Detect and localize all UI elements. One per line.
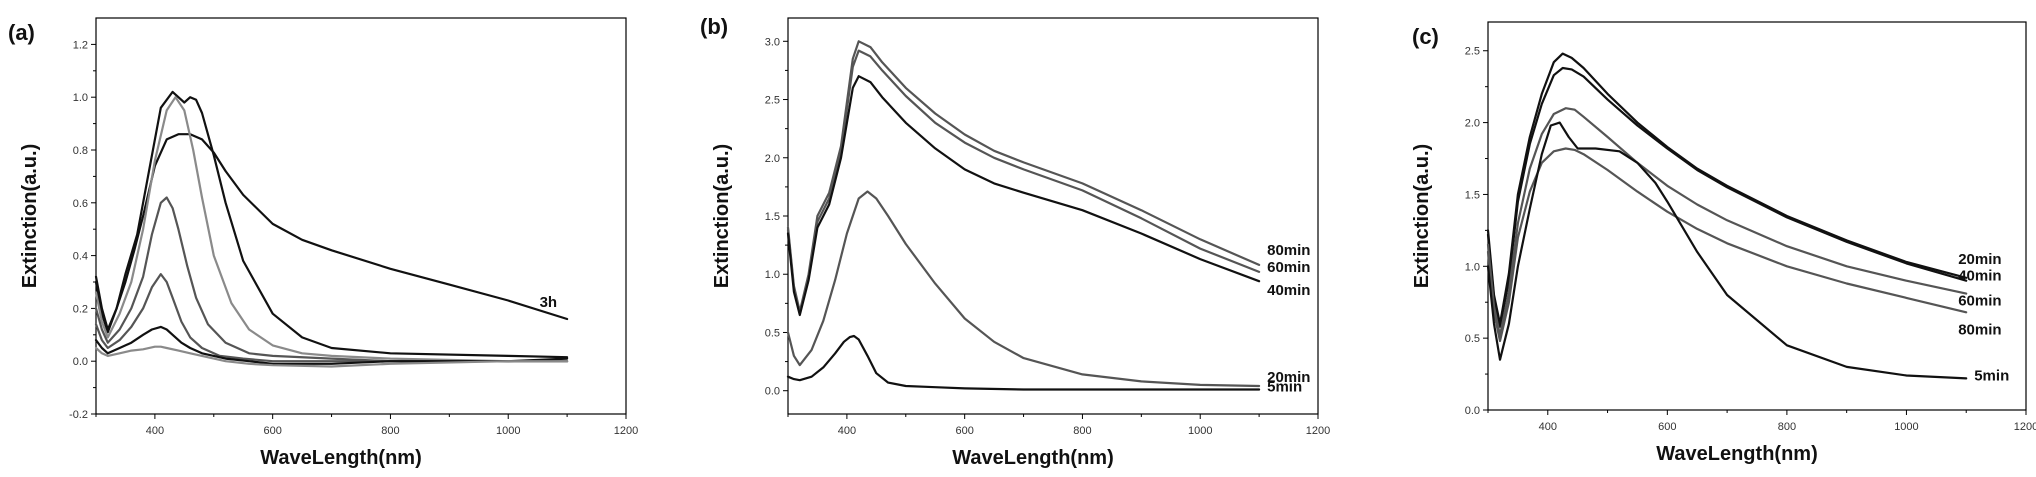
x-tick-label: 600 [955, 425, 973, 437]
series-line-6 [94, 345, 569, 368]
x-tick-label: 400 [1539, 421, 1557, 433]
x-tick-label: 1000 [1188, 425, 1212, 437]
x-tick-label: 600 [263, 425, 281, 437]
series-line-40min [1486, 66, 1968, 328]
series-line-60min [1486, 107, 1968, 337]
y-tick-label: 3.0 [765, 36, 780, 48]
series-label-3h: 3h [540, 294, 558, 311]
y-tick-label: 1.0 [765, 269, 780, 281]
panel-label: (a) [8, 20, 35, 45]
x-tick-label: 400 [146, 425, 164, 437]
y-tick-label: 2.5 [765, 95, 780, 107]
plot-frame [1487, 21, 2027, 411]
series-line-2 [94, 96, 569, 363]
y-axis-title: Extinction(a.u.) [1411, 144, 1433, 288]
y-tick-label: 0.0 [765, 386, 780, 398]
series-label-80min: 80min [1267, 242, 1310, 259]
series-label-60min: 60min [1267, 259, 1310, 276]
series-line-3 [94, 196, 569, 363]
y-tick-label: 0.5 [1465, 333, 1480, 345]
x-tick-label: 800 [381, 425, 399, 437]
y-tick-label: 1.5 [765, 211, 780, 223]
y-tick-label: 0.8 [73, 145, 88, 157]
series-line-20min [1486, 52, 1968, 325]
y-tick-label: 0.0 [73, 356, 88, 368]
panel-c: 400 600 800 1000 1200 0.0 0.5 1.0 1.5 2.0 2.5 WaveL… [1411, 21, 2036, 465]
y-tick-label: 2.0 [1465, 118, 1480, 130]
series-line-3h [94, 133, 569, 331]
panel-label: (c) [1412, 24, 1439, 49]
y-tick-label: 2.5 [1465, 46, 1480, 58]
series-label-40min: 40min [1958, 268, 2001, 285]
series-line-80min [786, 40, 1261, 313]
x-tick-label: 800 [1073, 425, 1091, 437]
series-line-60min [786, 49, 1261, 314]
series-line-40min [786, 75, 1261, 317]
series-line-5 [94, 325, 569, 365]
x-tick-label: 400 [838, 425, 856, 437]
x-tick-label: 600 [1658, 421, 1676, 433]
panel-b: 400 600 800 1000 1200 0.0 0.5 1.0 1.5 2.0 2.5 3.0 Wa… [700, 14, 1330, 469]
series-line-1 [94, 90, 569, 359]
x-tick-label: 1000 [1894, 421, 1918, 433]
panel-a: 400 600 800 1000 1200 -0.2 0.0 0.2 0.4 0.6 0.8 1.0 1… [8, 17, 638, 469]
y-tick-label: 1.0 [73, 92, 88, 104]
y-tick-label: -0.2 [69, 409, 88, 421]
y-tick-label: 1.2 [73, 39, 88, 51]
x-axis-title: WaveLength(nm) [260, 447, 421, 469]
y-tick-label: 0.6 [73, 198, 88, 210]
x-tick-label: 1200 [1306, 425, 1330, 437]
series-label-5min: 5min [1974, 367, 2009, 384]
series-line-4 [94, 273, 569, 363]
y-axis-title: Extinction(a.u.) [711, 144, 733, 288]
series-label-80min: 80min [1958, 321, 2001, 338]
series-line-5min [786, 334, 1261, 391]
series-line-5min [1486, 121, 1968, 380]
x-axis-title: WaveLength(nm) [952, 447, 1113, 469]
y-tick-label: 1.0 [1465, 261, 1480, 273]
y-tick-label: 0.5 [765, 327, 780, 339]
series-label-60min: 60min [1958, 293, 2001, 310]
series-label-20min: 20min [1958, 251, 2001, 268]
series-label-40min: 40min [1267, 282, 1310, 299]
x-tick-label: 1200 [614, 425, 638, 437]
y-tick-label: 0.2 [73, 303, 88, 315]
x-tick-label: 1200 [2014, 421, 2036, 433]
plot-frame [95, 17, 627, 415]
series-line-20min [786, 190, 1261, 388]
x-axis-title: WaveLength(nm) [1656, 443, 1817, 465]
y-tick-label: 0.0 [1465, 405, 1480, 417]
panel-label: (b) [700, 14, 728, 39]
series-label-5min: 5min [1267, 379, 1302, 396]
y-tick-label: 2.0 [765, 153, 780, 165]
y-axis-title: Extinction(a.u.) [19, 144, 41, 288]
y-tick-label: 1.5 [1465, 189, 1480, 201]
series-line-80min [1486, 147, 1968, 343]
x-tick-label: 800 [1778, 421, 1796, 433]
y-tick-label: 0.4 [73, 251, 88, 263]
x-tick-label: 1000 [496, 425, 520, 437]
series-label-20min: 20min [1267, 369, 1310, 386]
